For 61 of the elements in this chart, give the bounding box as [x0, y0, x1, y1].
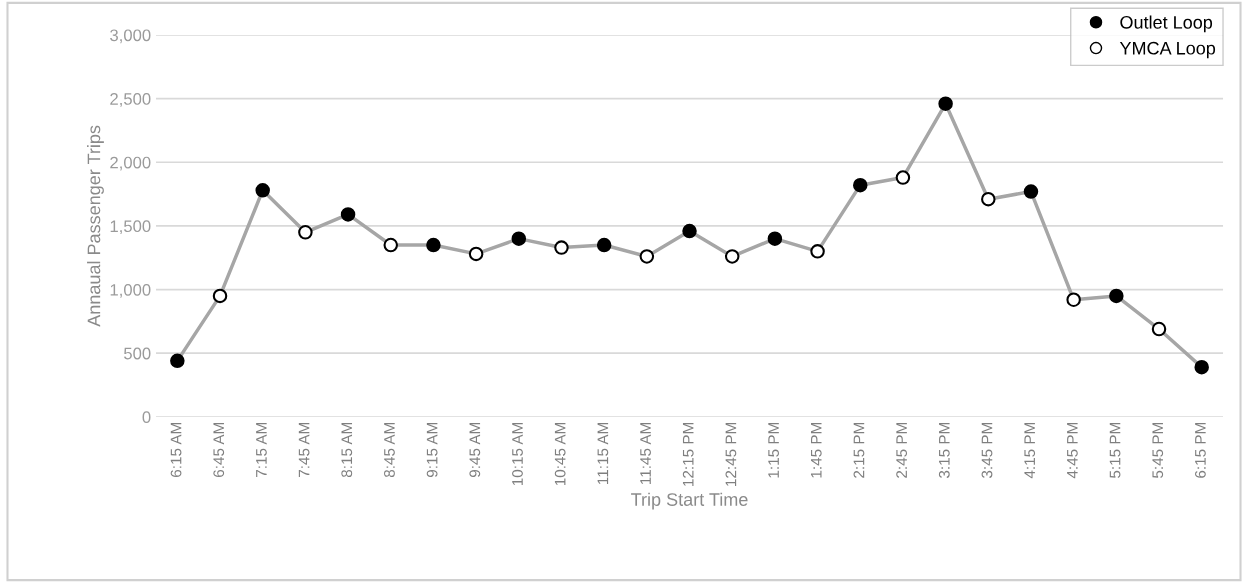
y-tick-label: 0: [142, 411, 151, 424]
point: [852, 177, 868, 193]
y-tick-label: 1,000: [110, 283, 151, 298]
point: [554, 240, 569, 255]
x-tick-label: 1:15 PM: [768, 422, 779, 478]
point: [511, 231, 527, 246]
x-tick-label: 10:15 AM: [512, 422, 523, 486]
x-tick-label: 7:45 AM: [298, 422, 310, 477]
point: [212, 288, 228, 304]
x-tick-label: 1:45 PM: [811, 422, 822, 478]
x-tick-label: 11:15 AM: [597, 422, 609, 484]
point: [1151, 321, 1167, 337]
y-tick-label: 3,000: [110, 29, 151, 44]
x-tick-label: 5:45 PM: [1152, 422, 1164, 478]
point: [981, 191, 996, 207]
x-tick-label: 8:45 AM: [384, 422, 395, 478]
x-tick-label: 4:15 PM: [1024, 422, 1036, 479]
point: [596, 237, 612, 253]
x-tick-label: 6:45 AM: [213, 422, 225, 477]
x-tick-label: 10:45 AM: [554, 422, 566, 486]
point: [298, 225, 313, 240]
point: [1194, 359, 1209, 375]
point: [895, 170, 911, 185]
x-tick-label: 6:15 PM: [1194, 422, 1206, 478]
point: [1109, 288, 1124, 304]
point: [1066, 292, 1081, 307]
y-tick-label: 2,500: [110, 93, 151, 107]
y-tick-label: 1,500: [110, 220, 151, 235]
point: [639, 249, 655, 264]
point: [938, 96, 953, 111]
x-tick-label: 7:15 AM: [256, 422, 267, 477]
point: [468, 246, 484, 262]
point: [724, 249, 740, 264]
x-tick-label: 11:45 AM: [640, 422, 651, 484]
x-tick-label: 12:15 PM: [682, 422, 694, 486]
point: [340, 207, 356, 222]
legend-label: Outlet Loop: [1120, 15, 1213, 33]
x-tick-label: 2:15 PM: [853, 422, 865, 478]
point: [426, 237, 441, 253]
x-tick-label: 5:15 PM: [1109, 422, 1121, 478]
x-tick-label: 6:15 AM: [170, 422, 182, 477]
x-tick-label: 3:45 PM: [981, 422, 993, 479]
point: [682, 223, 697, 239]
x-tick-label: 2:45 PM: [896, 422, 908, 478]
point: [383, 237, 398, 253]
point: [255, 183, 270, 198]
x-tick-label: 9:45 AM: [469, 422, 481, 478]
y-tick-label: 500: [124, 347, 151, 360]
point: [810, 244, 825, 259]
x-tick-label: 3:15 PM: [938, 422, 950, 479]
x-tick-label: 4:45 PM: [1067, 422, 1078, 479]
x-tick-label: 12:45 PM: [725, 422, 737, 486]
y-tick-label: 2,000: [110, 156, 151, 171]
y-axis-title: Annaual Passenger Trips: [87, 125, 104, 327]
x-tick-label: 9:15 AM: [426, 422, 438, 478]
point: [1023, 184, 1039, 199]
point: [767, 231, 783, 246]
point: [170, 353, 185, 369]
legend-label: YMCA Loop: [1119, 41, 1216, 59]
x-tick-label: 8:15 AM: [341, 422, 353, 478]
x-axis-title: Trip Start Time: [631, 492, 748, 510]
